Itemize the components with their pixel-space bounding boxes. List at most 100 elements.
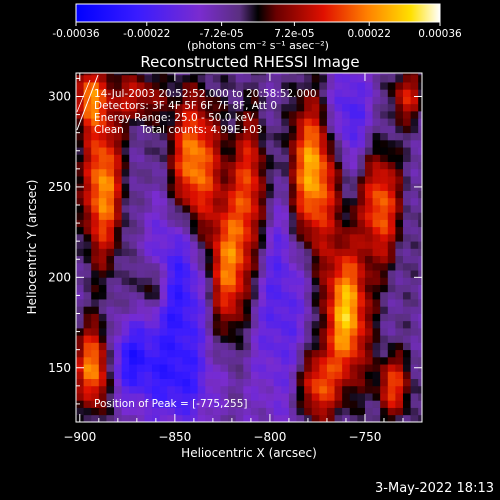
heatmap-cell: [174, 89, 183, 97]
heatmap-cell: [357, 96, 366, 105]
heatmap-cell: [395, 356, 404, 365]
heatmap-cell: [273, 335, 282, 343]
heatmap-cell: [402, 335, 411, 343]
heatmap-cell: [319, 270, 328, 278]
heatmap-cell: [250, 147, 259, 155]
heatmap-cell: [182, 154, 191, 162]
heatmap-cell: [167, 400, 176, 408]
heatmap-cell: [372, 125, 381, 134]
heatmap-cell: [129, 219, 138, 228]
heatmap-cell: [136, 176, 145, 184]
heatmap-cell: [402, 313, 411, 322]
heatmap-cell: [212, 205, 221, 213]
heatmap-cell: [106, 139, 115, 148]
heatmap-cell: [76, 320, 84, 329]
heatmap-cell: [144, 313, 153, 322]
heatmap-cell: [190, 335, 199, 343]
heatmap-cell: [205, 327, 214, 336]
heatmap-cell: [152, 306, 161, 314]
heatmap-cell: [296, 74, 305, 83]
heatmap-cell: [334, 349, 343, 358]
heatmap-cell: [380, 248, 389, 257]
heatmap-cell: [220, 89, 229, 97]
heatmap-cell: [129, 371, 138, 379]
heatmap-cell: [349, 270, 358, 278]
heatmap-cell: [83, 226, 92, 235]
heatmap-cell: [182, 89, 191, 97]
heatmap-cell: [364, 205, 373, 213]
heatmap-cell: [197, 190, 206, 199]
heatmap-cell: [410, 407, 419, 416]
heatmap-cell: [220, 233, 229, 242]
heatmap-cell: [357, 400, 366, 408]
heatmap-cell: [334, 110, 343, 119]
heatmap-cell: [190, 147, 199, 155]
heatmap-cell: [266, 364, 275, 372]
heatmap-cell: [98, 306, 107, 314]
heatmap-cell: [395, 74, 404, 83]
heatmap-cell: [410, 270, 419, 278]
heatmap-cell: [311, 212, 320, 220]
heatmap-cell: [281, 414, 290, 422]
heatmap-cell: [258, 400, 267, 408]
heatmap-cell: [288, 73, 297, 76]
heatmap-cell: [250, 205, 259, 213]
heatmap-cell: [395, 110, 404, 119]
heatmap-cell: [402, 327, 411, 336]
heatmap-cell: [288, 378, 297, 387]
heatmap-cell: [296, 154, 305, 162]
heatmap-cell: [121, 212, 130, 220]
heatmap-cell: [98, 96, 107, 105]
heatmap-cell: [380, 74, 389, 83]
x-tick-label: −850: [158, 430, 191, 444]
heatmap-cell: [167, 356, 176, 365]
heatmap-cell: [266, 306, 275, 314]
heatmap-cell: [98, 161, 107, 170]
heatmap-cell: [266, 82, 275, 90]
heatmap-cell: [319, 226, 328, 235]
heatmap-cell: [212, 306, 221, 314]
heatmap-cell: [182, 248, 191, 257]
heatmap-cell: [273, 393, 282, 401]
heatmap-cell: [364, 118, 373, 126]
heatmap-cell: [250, 233, 259, 242]
heatmap-cell: [205, 96, 214, 105]
heatmap-cell: [364, 335, 373, 343]
heatmap-cell: [311, 161, 320, 170]
heatmap-cell: [98, 342, 107, 351]
heatmap-cell: [212, 371, 221, 379]
heatmap-cell: [167, 73, 176, 76]
colorbar: [75, 3, 441, 23]
heatmap-cell: [387, 291, 396, 300]
heatmap-cell: [357, 356, 366, 365]
heatmap-cell: [372, 168, 381, 177]
heatmap-cell: [266, 212, 275, 220]
heatmap-cell: [121, 183, 130, 191]
heatmap-cell: [152, 385, 161, 394]
heatmap-cell: [281, 262, 290, 271]
heatmap-cell: [83, 407, 92, 416]
heatmap-cell: [387, 110, 396, 119]
heatmap-cell: [410, 393, 419, 401]
heatmap-cell: [357, 277, 366, 285]
heatmap-cell: [410, 110, 419, 119]
heatmap-cell: [83, 154, 92, 162]
heatmap-cell: [121, 248, 130, 257]
heatmap-cell: [220, 371, 229, 379]
heatmap-cell: [129, 233, 138, 242]
heatmap-cell: [159, 183, 168, 191]
heatmap-cell: [205, 183, 214, 191]
heatmap-cell: [288, 364, 297, 372]
heatmap-cell: [83, 248, 92, 257]
heatmap-cell: [326, 125, 335, 134]
heatmap-cell: [98, 205, 107, 213]
heatmap-cell: [296, 306, 305, 314]
heatmap-cell: [212, 291, 221, 300]
heatmap-cell: [136, 103, 145, 112]
heatmap-cell: [372, 226, 381, 235]
heatmap-cell: [250, 89, 259, 97]
heatmap-cell: [152, 277, 161, 285]
heatmap-cell: [418, 89, 422, 97]
heatmap-cell: [357, 161, 366, 170]
heatmap-cell: [258, 393, 267, 401]
